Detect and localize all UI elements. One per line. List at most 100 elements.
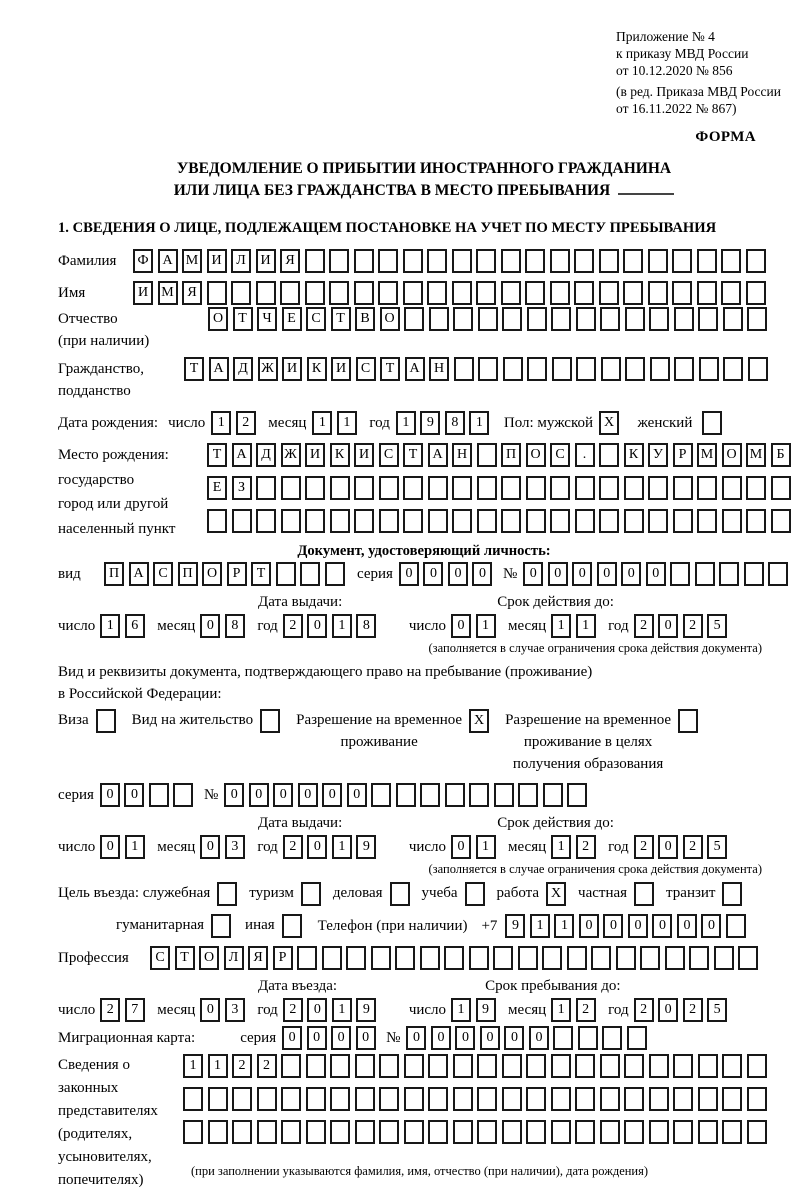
char-box[interactable]: Л [231, 249, 251, 273]
char-box[interactable] [453, 307, 473, 331]
char-box[interactable] [330, 1054, 350, 1078]
char-box[interactable] [477, 1087, 497, 1111]
char-box[interactable]: А [427, 443, 448, 467]
char-box[interactable]: С [153, 562, 173, 586]
char-box[interactable] [395, 783, 416, 807]
char-box[interactable] [721, 249, 741, 273]
char-box[interactable]: 0 [306, 1026, 327, 1050]
char-box[interactable] [502, 357, 523, 381]
char-box[interactable] [745, 249, 766, 273]
char-box[interactable]: О [525, 443, 546, 467]
char-box[interactable] [574, 476, 595, 500]
char-box[interactable]: 1 [331, 998, 352, 1022]
char-box[interactable]: 1 [100, 614, 121, 638]
char-box[interactable] [305, 1087, 326, 1111]
char-box[interactable]: 0 [99, 783, 120, 807]
char-box[interactable] [501, 1087, 522, 1111]
char-box[interactable] [526, 1054, 546, 1078]
char-box[interactable]: 2 [256, 1054, 277, 1078]
char-box[interactable]: И [255, 249, 276, 273]
char-box[interactable]: С [306, 307, 326, 331]
char-box[interactable]: 0 [248, 783, 269, 807]
char-box[interactable] [598, 281, 619, 305]
char-box[interactable] [746, 1120, 767, 1144]
char-box[interactable]: 9 [356, 835, 377, 859]
char-box[interactable] [402, 281, 423, 305]
char-box[interactable]: 5 [707, 998, 728, 1022]
char-box[interactable] [577, 1026, 598, 1050]
char-box[interactable]: О [202, 562, 222, 586]
char-box[interactable] [476, 509, 497, 533]
char-box[interactable] [427, 249, 447, 273]
char-box[interactable] [500, 281, 521, 305]
char-box[interactable] [696, 249, 717, 273]
char-box[interactable] [444, 946, 464, 970]
char-box[interactable]: 2 [282, 835, 303, 859]
char-box[interactable] [321, 946, 342, 970]
char-box[interactable]: К [306, 357, 327, 381]
char-box[interactable]: Т [403, 443, 423, 467]
char-box[interactable] [256, 476, 276, 500]
char-box[interactable] [329, 249, 349, 273]
char-box[interactable] [746, 1087, 767, 1111]
char-box[interactable] [689, 946, 709, 970]
char-box[interactable]: Ф [133, 249, 153, 273]
char-box[interactable] [770, 476, 791, 500]
char-box[interactable]: Р [272, 946, 293, 970]
char-box[interactable] [738, 946, 758, 970]
char-box[interactable]: 3 [224, 835, 245, 859]
title-blank-line[interactable] [618, 180, 675, 195]
char-box[interactable] [427, 509, 448, 533]
char-box[interactable]: 1 [211, 411, 232, 435]
char-box[interactable] [624, 1087, 644, 1111]
char-box[interactable] [419, 946, 440, 970]
char-box[interactable] [648, 509, 668, 533]
char-box[interactable]: 5 [707, 835, 728, 859]
char-box[interactable] [574, 509, 595, 533]
char-box[interactable] [551, 357, 572, 381]
char-box[interactable]: Д [233, 357, 253, 381]
char-box[interactable]: И [282, 357, 302, 381]
char-box[interactable] [640, 946, 660, 970]
female-checkbox[interactable] [702, 411, 723, 435]
char-box[interactable]: А [404, 357, 425, 381]
char-box[interactable] [281, 1120, 301, 1144]
char-box[interactable] [721, 509, 742, 533]
char-box[interactable] [403, 509, 423, 533]
char-box[interactable] [525, 249, 545, 273]
char-box[interactable] [275, 562, 296, 586]
char-box[interactable]: О [208, 307, 228, 331]
char-box[interactable] [599, 476, 619, 500]
char-box[interactable] [673, 1054, 693, 1078]
char-box[interactable]: 5 [707, 614, 728, 638]
char-box[interactable] [353, 249, 374, 273]
purpose-transit-checkbox[interactable] [722, 882, 743, 906]
char-box[interactable]: 2 [575, 998, 596, 1022]
char-box[interactable] [574, 281, 594, 305]
char-box[interactable]: 2 [575, 835, 596, 859]
char-box[interactable] [476, 281, 496, 305]
char-box[interactable] [402, 249, 423, 273]
char-box[interactable] [403, 476, 423, 500]
char-box[interactable]: И [354, 443, 374, 467]
char-box[interactable] [379, 1054, 399, 1078]
char-box[interactable]: 1 [475, 614, 496, 638]
char-box[interactable] [280, 281, 300, 305]
char-box[interactable] [329, 281, 349, 305]
char-box[interactable] [664, 946, 685, 970]
char-box[interactable] [403, 1087, 424, 1111]
char-box[interactable]: 9 [420, 411, 441, 435]
char-box[interactable]: 0 [282, 1026, 303, 1050]
purpose-private-checkbox[interactable] [634, 882, 655, 906]
char-box[interactable]: 0 [504, 1026, 525, 1050]
char-box[interactable] [452, 1087, 473, 1111]
char-box[interactable] [722, 1054, 742, 1078]
char-box[interactable]: 9 [475, 998, 496, 1022]
char-box[interactable]: 0 [701, 914, 722, 938]
char-box[interactable]: Д [256, 443, 276, 467]
char-box[interactable]: 2 [235, 411, 256, 435]
char-box[interactable]: 0 [627, 914, 648, 938]
char-box[interactable]: 1 [469, 411, 490, 435]
char-box[interactable]: 1 [551, 614, 572, 638]
char-box[interactable] [354, 1120, 375, 1144]
